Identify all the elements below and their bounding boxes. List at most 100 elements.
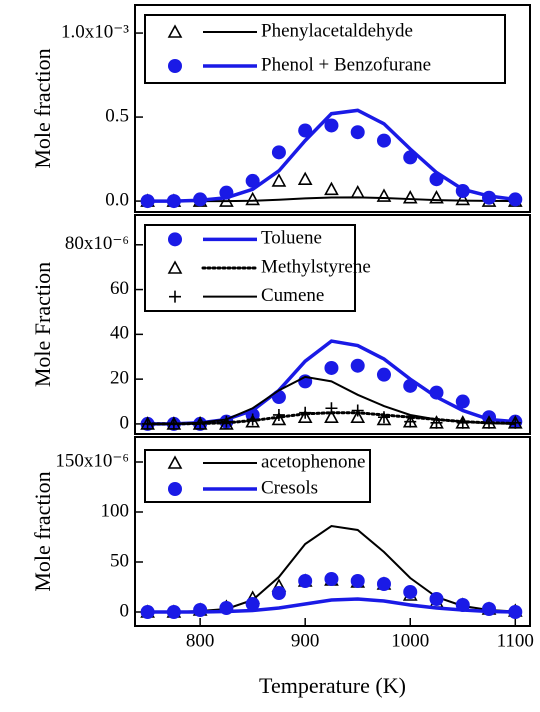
x-tick-label: 900: [291, 630, 320, 651]
marker: [455, 183, 470, 198]
marker: [219, 416, 234, 430]
x-tick-label: 1100: [497, 630, 534, 651]
marker: [271, 173, 287, 187]
marker: [167, 417, 180, 430]
marker: [350, 358, 365, 373]
legend-box: [144, 449, 371, 503]
legend-marker: [169, 290, 181, 303]
legend-label: Methylstyrene: [261, 256, 371, 277]
marker: [376, 133, 391, 148]
marker: [402, 190, 418, 204]
marker: [245, 191, 261, 206]
marker: [429, 190, 444, 204]
model-curve: [147, 375, 516, 425]
legend-label: Phenylacetaldehyde: [261, 20, 413, 41]
marker: [219, 185, 234, 200]
x-tick-label: 800: [186, 630, 215, 651]
model-curve: [147, 108, 516, 203]
legend-label: acetophenone: [261, 451, 365, 472]
marker: [194, 416, 207, 429]
marker: [455, 191, 471, 206]
marker: [140, 194, 155, 209]
legend-marker: [168, 59, 182, 73]
marker: [351, 404, 364, 417]
y-axis-label: Mole Fraction: [30, 262, 55, 387]
marker: [246, 413, 259, 426]
marker: [297, 171, 313, 186]
marker: [219, 193, 234, 207]
y-tick-label: 0.5: [105, 105, 129, 126]
legend-marker: [167, 455, 183, 469]
marker: [350, 409, 366, 424]
marker: [297, 409, 313, 424]
y-tick-label: 80x10⁻⁶: [65, 233, 129, 254]
legend-box: [144, 14, 506, 84]
marker: [141, 417, 154, 430]
plot-frame: [134, 4, 531, 213]
marker: [245, 173, 260, 188]
y-tick-label: 100: [101, 500, 130, 521]
marker: [455, 394, 470, 409]
y-tick-label: 60: [110, 278, 129, 299]
marker: [220, 415, 233, 428]
legend-marker: [167, 24, 183, 38]
y-tick-label: 0: [120, 600, 130, 621]
marker: [403, 150, 418, 165]
marker: [271, 411, 287, 426]
y-tick-label: 1.0x10⁻³: [61, 21, 129, 42]
marker: [245, 597, 260, 611]
marker: [350, 185, 366, 199]
marker: [376, 367, 391, 382]
marker: [429, 592, 444, 606]
y-axis-label: Mole fraction: [30, 471, 55, 591]
marker: [324, 181, 339, 196]
marker: [298, 574, 313, 588]
marker: [324, 409, 339, 424]
y-tick-label: 0.0: [105, 189, 129, 210]
legend-marker: [168, 482, 182, 496]
marker: [429, 385, 444, 400]
marker: [403, 585, 418, 599]
marker: [324, 118, 339, 133]
marker: [166, 605, 181, 619]
marker: [482, 602, 497, 616]
marker: [456, 416, 469, 429]
marker: [271, 586, 286, 600]
marker: [482, 190, 497, 205]
marker: [350, 125, 365, 140]
legend-marker: [167, 260, 183, 274]
marker: [483, 416, 496, 429]
y-tick-label: 50: [110, 550, 129, 571]
marker: [324, 360, 339, 375]
marker: [377, 411, 390, 424]
marker: [271, 390, 286, 405]
x-axis-label: Temperature (K): [259, 673, 406, 698]
marker: [430, 416, 443, 429]
marker: [299, 406, 312, 419]
marker: [193, 192, 208, 207]
marker: [324, 572, 339, 586]
legend-marker: [168, 232, 182, 247]
marker: [350, 574, 365, 588]
marker: [245, 414, 261, 428]
marker: [271, 145, 286, 160]
y-tick-label: 40: [110, 323, 129, 344]
legend-label: Phenol + Benzofurane: [261, 54, 431, 75]
legend-label: Cresols: [261, 477, 318, 498]
y-tick-label: 150x10⁻⁶: [55, 450, 129, 471]
plot-frame: [134, 436, 531, 627]
legend-label: Cumene: [261, 285, 324, 306]
marker: [272, 408, 285, 421]
marker: [509, 416, 522, 429]
marker: [193, 603, 208, 617]
marker: [325, 402, 338, 415]
marker: [404, 415, 417, 428]
x-tick-label: 1000: [391, 630, 429, 651]
y-tick-label: 0: [120, 412, 130, 433]
marker: [219, 601, 234, 615]
marker: [376, 577, 391, 591]
marker: [429, 172, 444, 187]
marker: [166, 194, 181, 209]
marker: [376, 188, 392, 202]
marker: [455, 598, 470, 612]
